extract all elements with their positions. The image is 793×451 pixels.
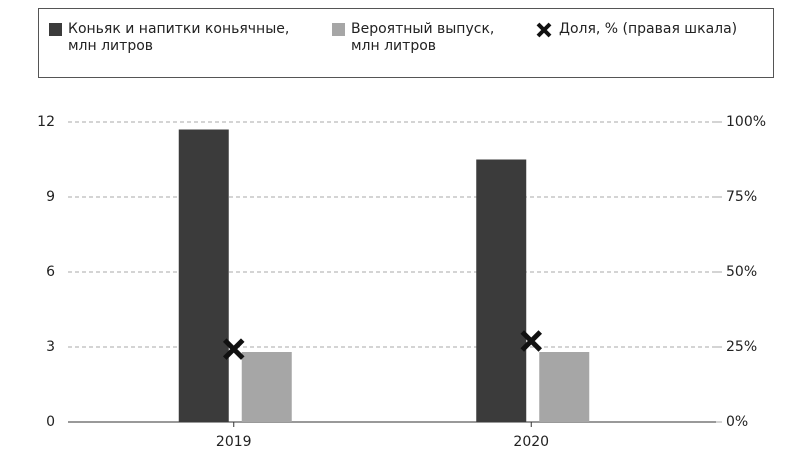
x-tick-label: 2020 (513, 434, 549, 450)
y-tick-label: 9 (46, 189, 55, 205)
y2-tick-label: 25% (726, 339, 757, 355)
legend-swatch (332, 23, 345, 36)
bar (476, 159, 527, 422)
y2-tick-label: 50% (726, 264, 757, 280)
y2-tick-label: 75% (726, 189, 757, 205)
legend: Коньяк и напитки коньячные, млн литров Ве… (38, 8, 774, 78)
legend-item: Коньяк и напитки коньячные, млн литров (49, 21, 318, 55)
bar (178, 129, 229, 422)
y-tick-label: 6 (46, 264, 55, 280)
legend-item: Доля, % (правая шкала) (535, 21, 737, 39)
legend-label: Вероятный выпуск, млн литров (351, 21, 495, 54)
y-tick-label: 12 (37, 114, 55, 130)
bar (241, 352, 292, 422)
legend-label: Коньяк и напитки коньячные, млн литров (68, 21, 290, 54)
legend-cross (535, 21, 553, 39)
cross-icon (536, 22, 552, 38)
cross-marker (520, 330, 543, 352)
cross-marker (222, 338, 245, 360)
y2-tick-label: 100% (726, 114, 766, 130)
bar (539, 352, 590, 422)
legend-item: Вероятный выпуск, млн литров (332, 21, 521, 55)
legend-label: Доля, % (правая шкала) (559, 21, 738, 37)
legend-swatch (49, 23, 62, 36)
y-tick-label: 3 (46, 339, 55, 355)
y2-tick-label: 0% (726, 414, 748, 430)
x-tick-label: 2019 (216, 434, 252, 450)
cross-path (536, 22, 552, 38)
y-tick-label: 0 (46, 414, 55, 430)
